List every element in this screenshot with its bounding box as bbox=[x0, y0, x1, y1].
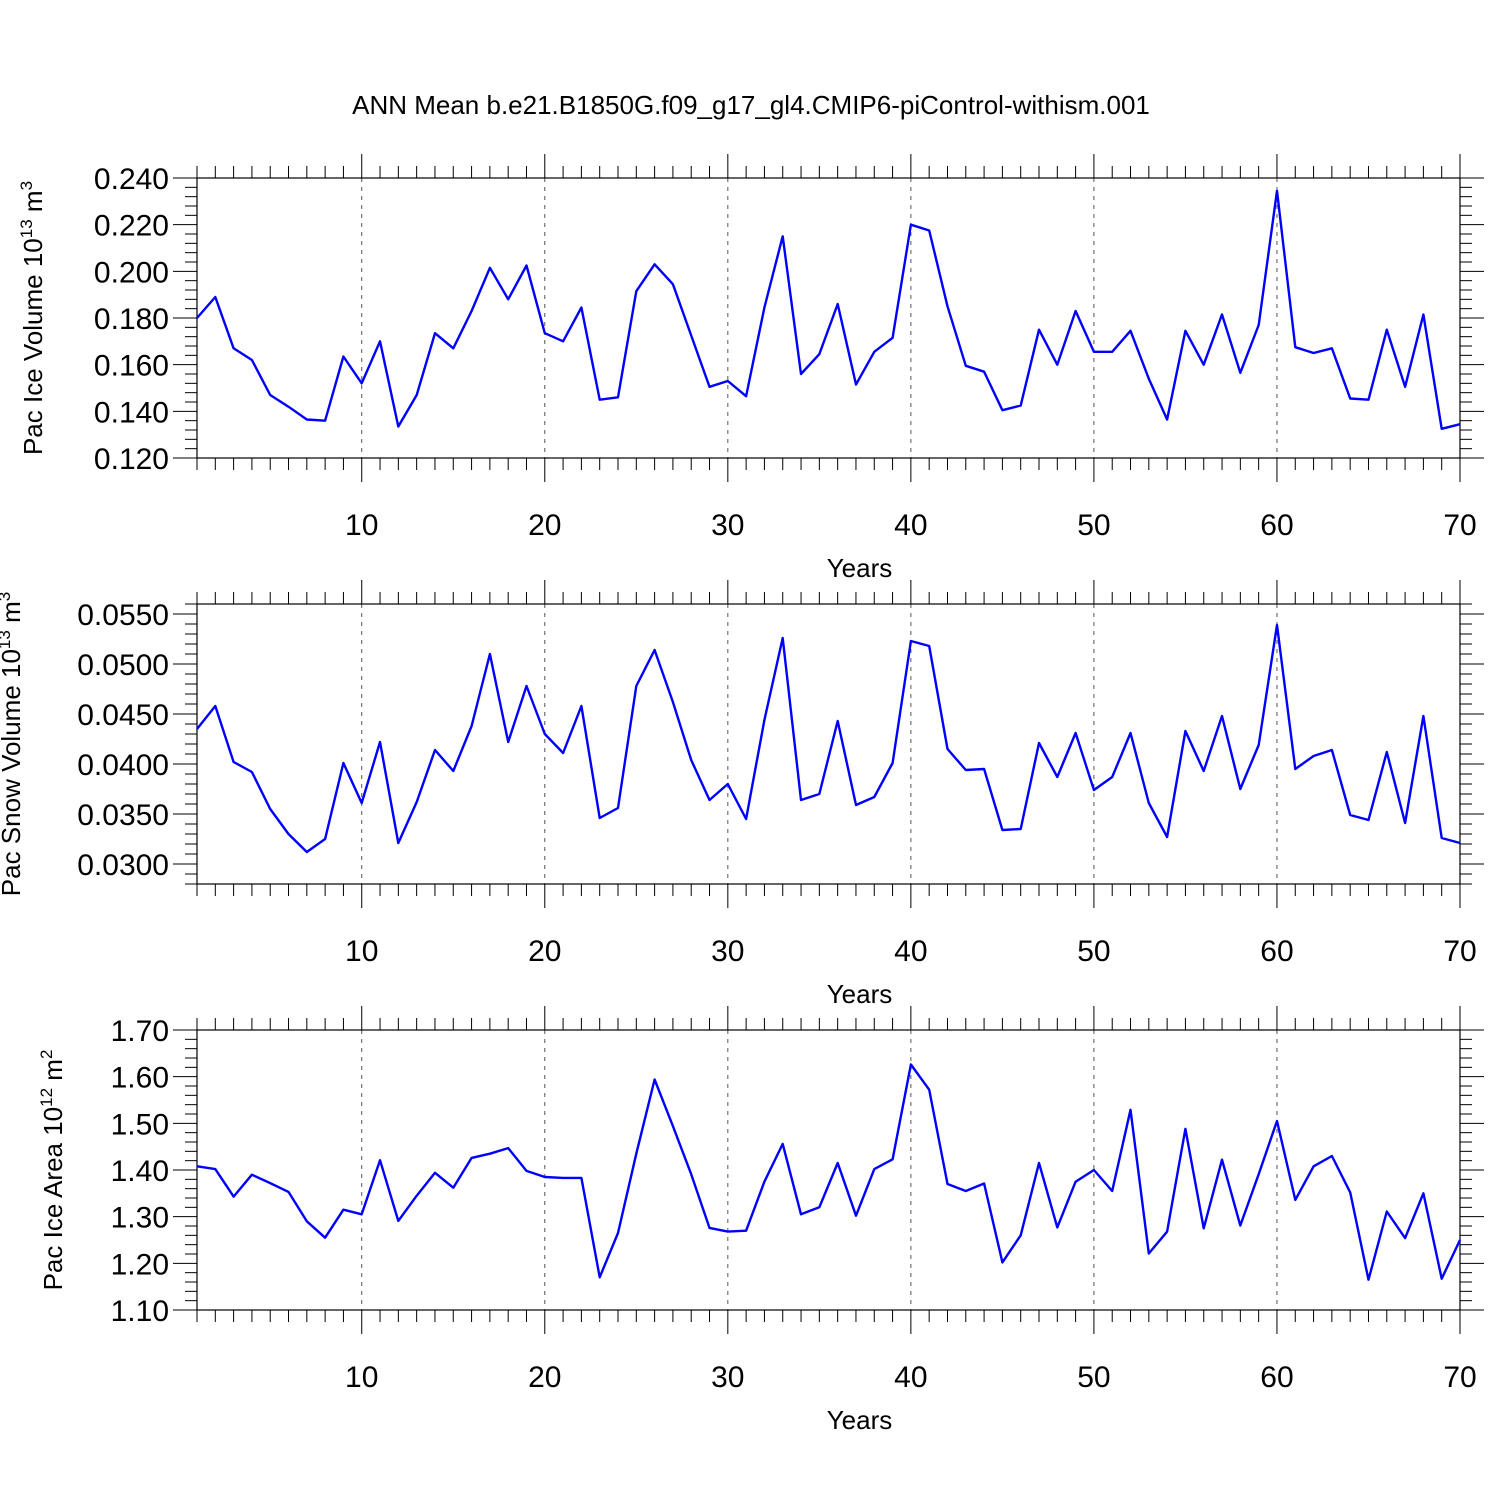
x-tick-label: 10 bbox=[345, 1361, 378, 1394]
plot-frame bbox=[196, 603, 1461, 885]
panels: 0.120 0.140 0.160 0.180 0.200 0.220 0.240 10 20 3… bbox=[0, 154, 1484, 1435]
y-tick-label: 0.140 bbox=[94, 396, 169, 429]
x-ticks bbox=[196, 154, 1461, 482]
y-ticks bbox=[173, 1029, 1484, 1311]
y-ticks bbox=[173, 177, 1484, 459]
y-tick-label: 0.240 bbox=[94, 163, 169, 196]
x-tick-label: 40 bbox=[894, 1361, 927, 1394]
panel-2: 0.0300 0.0350 0.0400 0.0450 0.0500 0.0550 10 20… bbox=[0, 580, 1484, 1009]
x-tick-label: 10 bbox=[345, 509, 378, 542]
series-line bbox=[196, 189, 1461, 430]
x-tick-label: 60 bbox=[1260, 935, 1293, 968]
y-tick-label: 1.60 bbox=[111, 1062, 169, 1095]
y-axis-label: Pac Ice Volume 1013 m3 bbox=[17, 181, 48, 455]
x-tick-label: 20 bbox=[528, 509, 561, 542]
y-axis-label: Pac Snow Volume 1013 m3 bbox=[0, 592, 26, 896]
y-tick-label: 0.0550 bbox=[77, 599, 169, 632]
x-tick-label: 60 bbox=[1260, 509, 1293, 542]
y-tick-label: 1.20 bbox=[111, 1248, 169, 1281]
x-axis-label: Years bbox=[827, 1405, 893, 1435]
x-tick-label: 50 bbox=[1077, 1361, 1110, 1394]
y-tick-label: 0.0400 bbox=[77, 749, 169, 782]
y-ticks bbox=[173, 603, 1484, 885]
y-tick-label: 0.0450 bbox=[77, 699, 169, 732]
x-tick-label: 40 bbox=[894, 509, 927, 542]
data-points bbox=[197, 625, 1460, 852]
series-line bbox=[196, 1063, 1462, 1281]
x-tick-label: 20 bbox=[528, 1361, 561, 1394]
x-tick-label: 70 bbox=[1443, 1361, 1476, 1394]
y-tick-label: 1.40 bbox=[111, 1155, 169, 1188]
y-tick-label: 1.50 bbox=[111, 1108, 169, 1141]
x-axis-label: Years bbox=[827, 979, 893, 1009]
y-tick-label: 0.200 bbox=[94, 256, 169, 289]
x-tick-label: 50 bbox=[1077, 509, 1110, 542]
y-tick-label: 1.70 bbox=[111, 1015, 169, 1048]
x-tick-label: 70 bbox=[1443, 509, 1476, 542]
y-tick-label: 0.160 bbox=[94, 350, 169, 383]
x-tick-label: 30 bbox=[711, 1361, 744, 1394]
x-ticks bbox=[196, 580, 1461, 908]
panel-1: 0.120 0.140 0.160 0.180 0.200 0.220 0.240 10 20 3… bbox=[17, 154, 1484, 583]
x-tick-label: 40 bbox=[894, 935, 927, 968]
x-ticks bbox=[196, 1006, 1461, 1334]
y-tick-label: 0.120 bbox=[94, 443, 169, 476]
x-tick-label: 20 bbox=[528, 935, 561, 968]
y-tick-label: 0.180 bbox=[94, 303, 169, 336]
x-tick-label: 30 bbox=[711, 509, 744, 542]
x-axis-label: Years bbox=[827, 553, 893, 583]
plot-frame bbox=[196, 1029, 1461, 1311]
panel-3: 1.10 1.20 1.30 1.40 1.50 1.60 1.70 10 20 30 40 50 60… bbox=[37, 1006, 1484, 1435]
y-tick-label: 1.30 bbox=[111, 1202, 169, 1235]
data-points bbox=[197, 1065, 1460, 1280]
x-tick-label: 50 bbox=[1077, 935, 1110, 968]
y-tick-label: 1.10 bbox=[111, 1295, 169, 1328]
chart-title: ANN Mean b.e21.B1850G.f09_g17_gl4.CMIP6-… bbox=[352, 90, 1150, 120]
x-tick-label: 70 bbox=[1443, 935, 1476, 968]
x-tick-label: 30 bbox=[711, 935, 744, 968]
series-line bbox=[196, 623, 1461, 854]
y-tick-label: 0.220 bbox=[94, 210, 169, 243]
data-points bbox=[197, 191, 1460, 429]
y-tick-label: 0.0500 bbox=[77, 649, 169, 682]
plot-frame bbox=[196, 177, 1461, 459]
y-tick-label: 0.0350 bbox=[77, 799, 169, 832]
x-tick-label: 60 bbox=[1260, 1361, 1293, 1394]
y-tick-label: 0.0300 bbox=[77, 849, 169, 882]
x-tick-label: 10 bbox=[345, 935, 378, 968]
y-axis-label: Pac Ice Area 1012 m2 bbox=[37, 1050, 68, 1291]
